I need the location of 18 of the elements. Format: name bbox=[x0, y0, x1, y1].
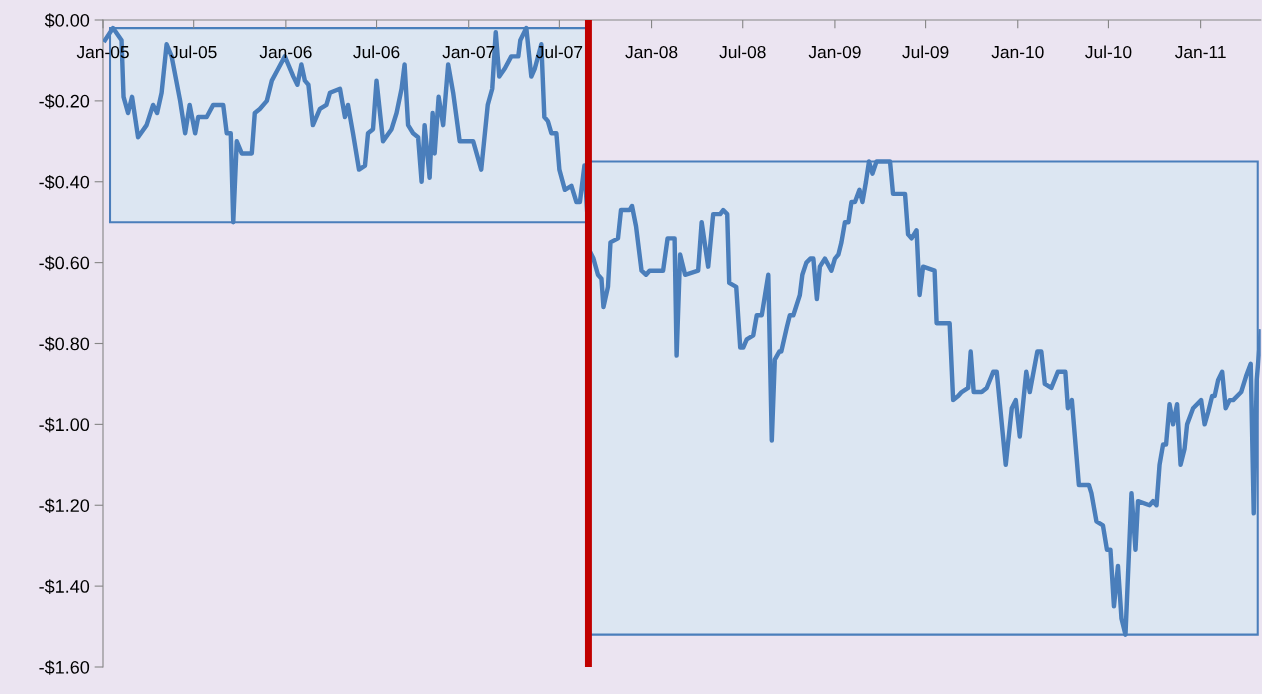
y-tick-label: -$1.40 bbox=[39, 579, 90, 594]
y-tick-label: $0.00 bbox=[44, 13, 90, 28]
y-tick-label: -$0.80 bbox=[39, 336, 90, 352]
y-tick-label: -$0.20 bbox=[39, 94, 90, 109]
x-tick-label: Jul-08 bbox=[719, 45, 766, 59]
x-tick-label: Jan-08 bbox=[625, 45, 678, 59]
y-tick-label: -$1.00 bbox=[39, 417, 90, 433]
x-tick-label: Jul-10 bbox=[1085, 45, 1132, 59]
x-tick-label: Jan-06 bbox=[259, 45, 312, 59]
x-tick-label: Jul-06 bbox=[353, 45, 400, 59]
x-tick-label: Jul-09 bbox=[902, 45, 949, 59]
x-tick-label: Jan-09 bbox=[808, 45, 861, 59]
y-tick-label: -$0.40 bbox=[39, 174, 90, 190]
x-tick-label: Jan-11 bbox=[1174, 46, 1226, 59]
y-tick-label: -$0.60 bbox=[39, 255, 90, 271]
x-tick-label: Jan-10 bbox=[991, 45, 1044, 59]
y-tick-label: -$1.60 bbox=[39, 660, 90, 675]
y-tick-label: -$1.20 bbox=[39, 498, 90, 514]
